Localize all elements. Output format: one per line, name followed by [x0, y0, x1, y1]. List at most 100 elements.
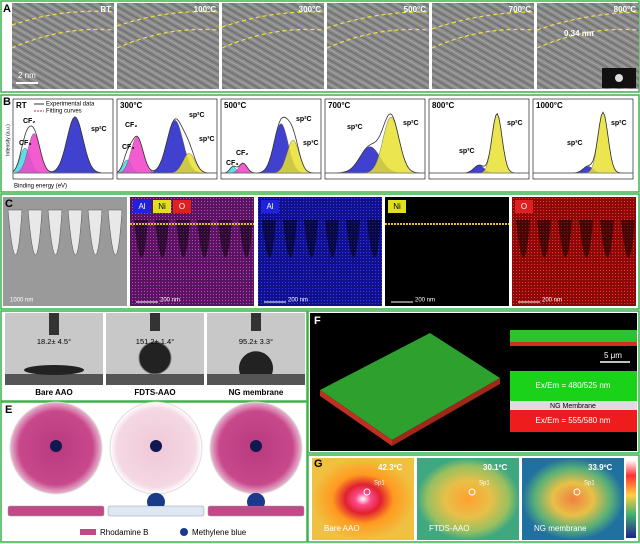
sample-label: Bare AAO — [35, 388, 73, 397]
peak-label: sp²C — [507, 120, 523, 127]
scale-label: 2 nm — [18, 71, 36, 80]
edge-line — [536, 28, 640, 49]
fft-spot — [615, 74, 623, 82]
channel-box — [510, 410, 637, 432]
edge-line — [11, 28, 115, 49]
legend-entry: Experimental data — [46, 102, 95, 108]
pore — [218, 220, 232, 258]
tem-image — [432, 3, 534, 89]
sem-image — [3, 197, 127, 306]
scale-label: 1000 nm — [10, 298, 33, 304]
pore — [134, 220, 148, 258]
eds-map — [512, 197, 636, 306]
eds-map — [130, 197, 254, 306]
pore — [262, 220, 276, 258]
pore — [621, 220, 635, 258]
legend-entry: Rhodamine B — [100, 528, 148, 537]
peak-label: sp²C — [189, 112, 205, 119]
pore — [558, 220, 572, 258]
tem-image — [327, 3, 429, 89]
substrate — [106, 374, 204, 385]
layer-label: NG Membrane — [550, 403, 596, 410]
spot-label: Sp1 — [374, 481, 385, 487]
element-label: Ni — [158, 202, 166, 211]
spot-marker — [363, 488, 371, 496]
panel-label: C — [5, 198, 13, 210]
edge-line — [11, 10, 115, 26]
sample-label: FTDS-AAO — [429, 524, 469, 533]
sample-label: NG membrane — [229, 388, 284, 397]
needle — [49, 313, 59, 335]
scale-label: 200 nm — [160, 298, 180, 304]
pore — [325, 220, 339, 258]
dish-side — [7, 505, 105, 517]
peak-label: sp³C — [567, 140, 583, 147]
confocal-side — [392, 378, 500, 446]
droplet — [238, 351, 273, 374]
peak-label: sp²C — [403, 120, 419, 127]
temperature: 33.9ºC — [588, 463, 612, 472]
pore — [107, 209, 123, 256]
pore — [155, 220, 169, 258]
element-tag — [133, 200, 151, 213]
image-label: 700°C — [509, 5, 532, 14]
panel-label: B — [3, 96, 11, 108]
experimental-curve — [12, 116, 113, 174]
edge-line — [221, 28, 325, 49]
peak-label: sp²C — [91, 126, 107, 133]
peak-label: sp³C — [459, 148, 475, 155]
drop-side — [147, 492, 165, 506]
panel-label: A — [3, 3, 11, 15]
dye-drop — [150, 440, 162, 452]
layer-box — [510, 401, 637, 410]
confocal-side — [320, 390, 392, 446]
edge-line — [116, 28, 220, 49]
peak-label: sp²C — [611, 120, 627, 127]
thermal-image — [417, 458, 519, 540]
experimental-curve — [116, 118, 217, 174]
panel-frame — [0, 310, 308, 402]
peak-label: sp³C — [199, 136, 215, 143]
pore — [239, 220, 253, 258]
drop-side — [247, 492, 265, 506]
image-label: 100°C — [194, 5, 217, 14]
contact-angle: 151.2± 1.4° — [136, 337, 174, 346]
thermal-image — [522, 458, 624, 540]
edge-line — [431, 11, 535, 30]
scale-label: 200 nm — [415, 298, 435, 304]
peak-label: CF₃ — [226, 160, 239, 167]
xps-plot — [532, 98, 634, 180]
sample-label: FDTS-AAO — [134, 388, 175, 397]
eds-map — [258, 197, 382, 306]
peak-label: sp³C — [347, 124, 363, 131]
plot-label: 1000°C — [536, 101, 563, 110]
spot-label: Sp1 — [479, 481, 490, 487]
element-label: O — [521, 202, 527, 211]
axis-title: Intensity (a.u.) — [5, 124, 11, 156]
peak-label: CF₃ — [19, 140, 32, 147]
tem-image — [222, 3, 324, 89]
pore — [600, 220, 614, 258]
plot-label: 300°C — [120, 101, 143, 110]
panel-frame — [0, 193, 640, 310]
peak-label: sp³C — [303, 140, 319, 147]
legend-entry: Fitting curves — [46, 109, 82, 115]
plot-label: 700°C — [328, 101, 351, 110]
peak-label: CF₂ — [125, 122, 137, 129]
sample-label: Bare AAO — [324, 524, 360, 533]
element-tag — [261, 200, 279, 213]
channel-label: Ex/Em = 555/580 nm — [536, 416, 611, 425]
pore — [27, 209, 43, 256]
color-bar — [626, 460, 636, 538]
pore — [176, 220, 190, 258]
scale-label: 5 μm — [604, 351, 622, 360]
pore — [367, 220, 381, 258]
element-tag — [153, 200, 171, 213]
pore — [304, 220, 318, 258]
spot-marker — [468, 488, 476, 496]
edge-line — [116, 10, 220, 27]
contact-angle: 95.2± 3.3° — [239, 337, 273, 346]
pore — [87, 209, 103, 256]
